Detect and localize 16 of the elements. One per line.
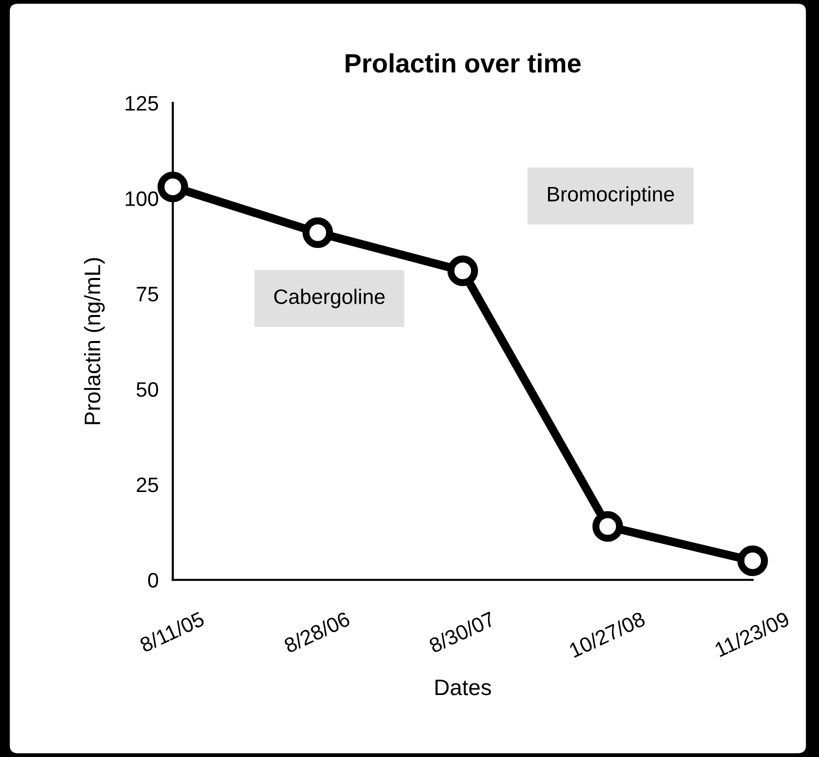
y-tick-label: 100: [126, 191, 158, 206]
y-tick-label: 75: [136, 286, 158, 302]
y-axis-title: Prolactin (ng/mL): [84, 258, 105, 424]
point: [302, 217, 334, 248]
point: [737, 546, 768, 576]
y-tick-label: 125: [126, 96, 158, 111]
chart-title: Prolactin over time: [346, 53, 581, 73]
annotation: Cabergoline: [274, 288, 385, 308]
y-tick-label: 50: [136, 382, 158, 397]
point: [447, 256, 478, 286]
x-axis-title: Dates: [436, 680, 491, 696]
point: [592, 511, 623, 542]
point: [158, 172, 188, 202]
y-tick-label: 25: [136, 477, 158, 492]
annotation: Bromocriptine: [548, 186, 674, 206]
y-tick-label: 0: [148, 572, 158, 588]
